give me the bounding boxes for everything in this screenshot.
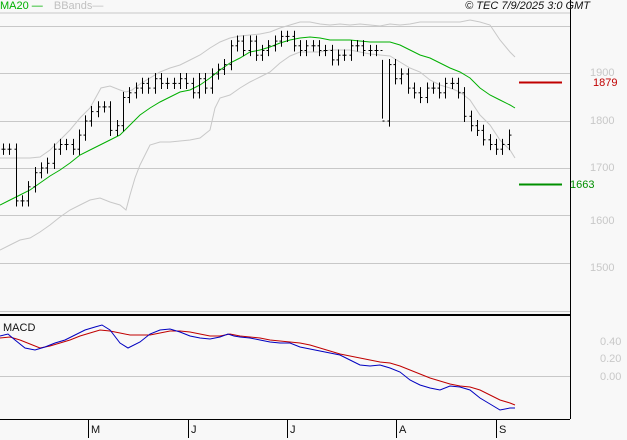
legend-bbands: BBands: [53, 0, 93, 12]
macd-line: [0, 324, 515, 411]
legend-ma20: MA20: [0, 0, 29, 12]
x-label-sep: S: [499, 424, 507, 436]
macd-tick-020: 0.20: [600, 353, 622, 365]
price-grid: [0, 26, 570, 312]
ma20-line: [0, 36, 516, 206]
x-label-jul: J: [290, 424, 296, 436]
support-label: 1663: [570, 179, 595, 191]
x-label-may: M: [91, 424, 101, 436]
x-label-jun: J: [191, 424, 197, 436]
macd-tick-040: 0.40: [600, 336, 622, 348]
bbands-lower: [0, 49, 516, 251]
y-tick-1700: 1700: [590, 162, 615, 174]
legend-bbands-swatch: —: [92, 0, 104, 12]
y-tick-1900: 1900: [590, 67, 615, 79]
x-label-aug: A: [399, 424, 407, 436]
legend-ma20-swatch: —: [28, 0, 43, 12]
copyright-timestamp: © TEC 7/9/2025 3:0 GMT: [465, 0, 590, 12]
chart-legend: MA20 — BBands—: [0, 0, 103, 12]
y-tick-1500: 1500: [590, 262, 615, 274]
y-tick-1800: 1800: [590, 115, 615, 127]
month-ticks: [88, 420, 497, 438]
resistance-label: 1879: [593, 77, 618, 89]
bbands-upper: [0, 19, 516, 159]
y-tick-1600: 1600: [590, 215, 615, 227]
macd-label: MACD: [3, 322, 36, 334]
macd-signal-line: [0, 329, 516, 406]
ohlc-bars: [1, 30, 512, 207]
macd-tick-000: 0.00: [600, 371, 622, 383]
